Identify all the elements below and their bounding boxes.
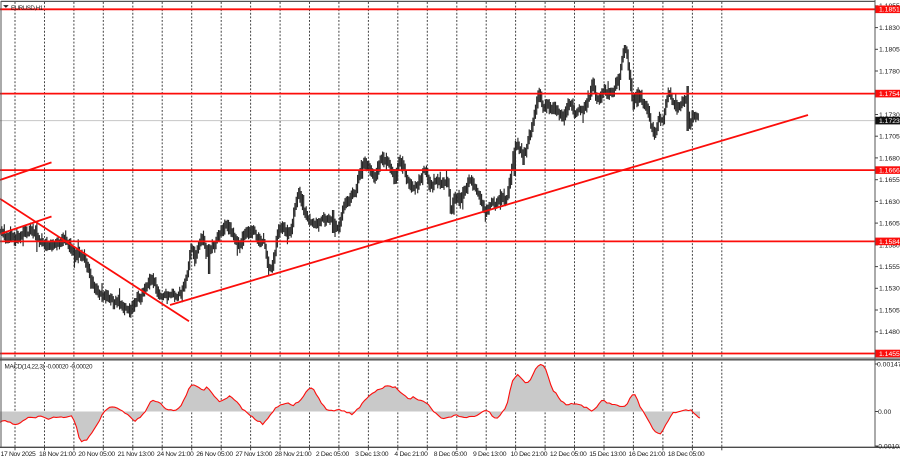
svg-text:28 Nov 21:00: 28 Nov 21:00 [275,451,312,458]
svg-text:1.1530: 1.1530 [879,286,900,293]
svg-text:18 Dec 05:00: 18 Dec 05:00 [668,451,705,458]
svg-text:1.1830: 1.1830 [879,25,900,32]
svg-text:3 Dec 13:00: 3 Dec 13:00 [355,451,389,458]
svg-text:10 Dec 21:00: 10 Dec 21:00 [511,451,548,458]
svg-text:1.1754: 1.1754 [879,91,900,98]
svg-text:0.00147: 0.00147 [877,362,900,369]
svg-text:EURUSD,H1: EURUSD,H1 [11,5,44,12]
svg-text:MACD(14,22,3) -0.00020 -0.0002: MACD(14,22,3) -0.00020 -0.00020 [5,363,93,370]
svg-text:21 Nov 13:00: 21 Nov 13:00 [118,451,155,458]
svg-text:1.1680: 1.1680 [879,155,900,162]
svg-text:4 Dec 21:00: 4 Dec 21:00 [394,451,428,458]
svg-text:1.1723: 1.1723 [879,118,900,125]
svg-text:1.1455: 1.1455 [879,351,900,358]
svg-text:1.1605: 1.1605 [879,221,900,228]
svg-text:1.1584: 1.1584 [879,239,900,246]
svg-text:1.1705: 1.1705 [879,134,900,141]
svg-text:16 Dec 21:00: 16 Dec 21:00 [629,451,666,458]
svg-text:1.1666: 1.1666 [879,168,900,175]
svg-text:1.1780: 1.1780 [879,68,900,75]
svg-text:1.1580: 1.1580 [879,242,900,249]
svg-text:1.1630: 1.1630 [879,199,900,206]
svg-text:12 Dec 05:00: 12 Dec 05:00 [550,451,587,458]
svg-text:15 Dec 13:00: 15 Dec 13:00 [589,451,626,458]
svg-text:17 Nov 2025: 17 Nov 2025 [0,451,36,458]
svg-text:0.00: 0.00 [878,409,891,416]
svg-text:20 Nov 05:00: 20 Nov 05:00 [78,451,115,458]
svg-text:1.1805: 1.1805 [879,47,900,54]
svg-text:8 Dec 05:00: 8 Dec 05:00 [434,451,468,458]
svg-text:1.1655: 1.1655 [879,177,900,184]
svg-text:18 Nov 21:00: 18 Nov 21:00 [39,451,76,458]
svg-text:1.1851: 1.1851 [879,7,900,14]
svg-text:26 Nov 05:00: 26 Nov 05:00 [196,451,233,458]
svg-text:2 Dec 05:00: 2 Dec 05:00 [316,451,350,458]
svg-text:27 Nov 13:00: 27 Nov 13:00 [236,451,273,458]
svg-text:24 Nov 21:00: 24 Nov 21:00 [157,451,194,458]
svg-text:1.1555: 1.1555 [879,264,900,271]
svg-text:9 Dec 13:00: 9 Dec 13:00 [473,451,507,458]
svg-text:1.1480: 1.1480 [879,329,900,336]
svg-text:1.1505: 1.1505 [879,307,900,314]
svg-text:1.1730: 1.1730 [879,112,900,119]
